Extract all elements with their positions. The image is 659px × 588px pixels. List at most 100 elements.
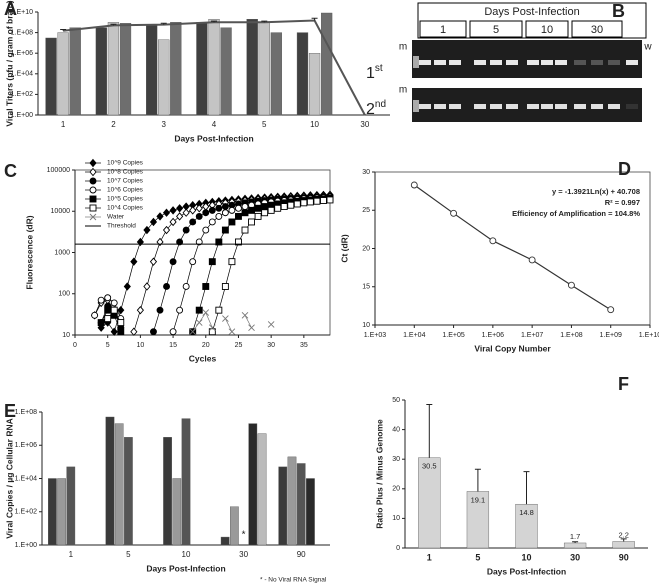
y-tick-label: 1.E+06 [15,442,37,449]
marker [267,321,275,328]
y-tick-label: 10 [392,515,400,522]
error-bar [60,28,67,31]
x-tick-label: 15 [169,342,177,349]
error-bar [110,23,117,26]
marker [261,209,269,217]
marker [176,306,184,314]
arrow [493,79,499,88]
marker [221,203,229,210]
x-tick-label: 1 [61,120,66,129]
lane-box [469,20,523,38]
water-lane-label: w [643,42,652,53]
marker [169,206,177,215]
bar [612,541,635,549]
bar [257,433,267,546]
bar [308,53,321,116]
x-tick-label: 1.E+05 [442,332,464,339]
x-tick-label: 1.E+07 [521,332,543,339]
marker [241,226,249,234]
gel-band [591,60,603,65]
x-tick-label: 1 [69,550,74,559]
x-tick-label: 30 [239,550,248,559]
marker [150,328,157,336]
marker [228,218,236,226]
bar [181,418,191,546]
x-tick-label: 1.E+08 [560,332,582,339]
x-tick-label: 1.E+03 [364,332,386,339]
y-tick-label: 1.E+00 [15,542,37,549]
marker [287,201,295,209]
marker [489,237,497,245]
annotation: * [242,530,246,541]
y-tick-label: 15 [362,284,370,291]
marker [189,258,197,266]
marker [607,306,615,314]
legend-label: Water [107,214,125,221]
x-tick-label: 25 [235,342,243,349]
legend-label: 10^4 Copies [107,205,144,212]
gel-band [490,104,502,109]
y-tick-label: 1.E+02 [15,509,37,516]
y-tick-label: 1.E+10 [11,9,33,16]
marker [235,212,242,220]
bar [105,416,115,546]
marker [320,197,327,204]
bar [95,27,107,116]
x-tick-label: 5 [106,342,110,349]
marker [208,258,216,266]
marker [293,200,301,208]
marker [248,218,255,226]
annotation: Efficiency of Amplification = 104.8% [512,209,640,218]
marker [91,311,99,319]
panel-letter: E [4,401,16,421]
legend-label: 10^7 Copies [107,178,144,185]
marker [313,197,321,205]
marker [235,238,242,246]
marker [143,282,151,291]
error-bar [311,17,318,21]
error-bar [474,468,481,492]
gel-band [555,60,567,65]
x-axis-title: Viral Copy Number [474,343,551,353]
marker [89,186,97,194]
bar [278,466,288,546]
y-tick-label: 10000 [51,208,71,215]
marker [202,226,210,234]
y-tick-label: 100 [58,291,70,298]
x-axis-title: Days Post-Infection [174,133,253,143]
x-tick-label: 1.E+04 [403,332,425,339]
gel-band [474,60,486,65]
row-suffix: st [375,63,383,74]
marker [89,213,97,221]
marker [89,195,97,203]
marker [110,327,118,336]
marker [136,305,144,315]
y-tick-label: 25 [362,207,370,214]
data-label: 2.2 [618,530,628,539]
y-tick-label: 1.E+08 [11,29,33,36]
gel-band [574,104,586,109]
gel-band [474,104,486,109]
panel-letter: B [612,1,625,21]
lane-label: 1 [440,24,446,36]
marker [182,226,190,234]
gel-title: Days Post-Infection [484,6,579,18]
marker [241,312,249,319]
x-tick-label: 30 [267,342,275,349]
marker [306,198,314,206]
x-tick-label: 30 [570,552,580,562]
marker [215,204,223,212]
y-tick-label: 20 [392,486,400,493]
y-tick-label: 1.E+08 [15,409,37,416]
marker [182,283,190,290]
x-tick-label: 4 [212,120,217,129]
bar [270,32,282,116]
bar [196,22,208,116]
x-tick-label: 20 [202,342,210,349]
data-label: 30.5 [422,462,437,471]
x-tick-label: 35 [300,342,308,349]
x-tick-label: 3 [161,120,166,129]
bar [158,39,170,116]
marker [202,283,210,290]
